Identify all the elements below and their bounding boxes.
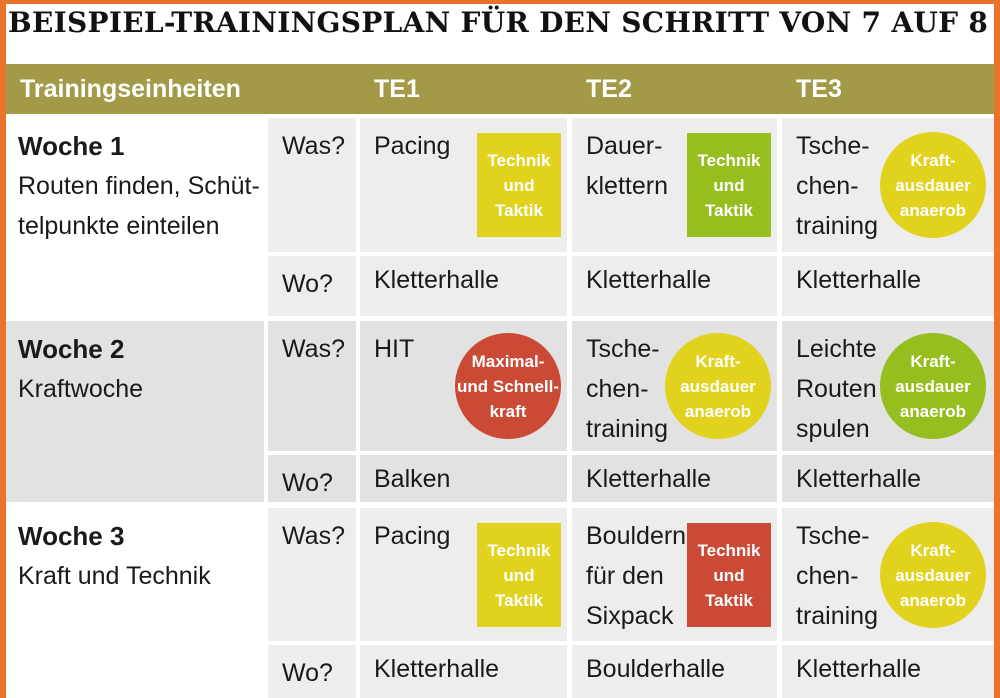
location-cell: Kletterhalle bbox=[572, 256, 777, 316]
location-cell: Kletterhalle bbox=[360, 256, 567, 316]
category-badge-square: Technik und Taktik bbox=[687, 133, 771, 237]
activity-cell: Dauer- klettern Technik und Taktik bbox=[572, 118, 777, 252]
was-label-cell: Was? bbox=[268, 118, 356, 252]
category-badge-square: Technik und Taktik bbox=[477, 133, 561, 237]
activity-cell: Leichte Routen spulen Kraft- ausdauer ana… bbox=[782, 321, 994, 451]
location-text: Kletterhalle bbox=[374, 266, 500, 294]
category-badge-square: Technik und Taktik bbox=[687, 523, 771, 627]
activity-cell: Bouldern für den Sixpack Technik und Takt… bbox=[572, 508, 777, 641]
activity-text: Tsche- chen- training bbox=[796, 522, 878, 630]
wo-label: Wo? bbox=[282, 270, 333, 298]
location-text: Balken bbox=[374, 465, 451, 493]
week-label: Woche 1 bbox=[18, 131, 125, 161]
week-label: Woche 2 bbox=[18, 334, 125, 364]
location-text: Kletterhalle bbox=[796, 266, 922, 294]
location-text: Kletterhalle bbox=[796, 655, 922, 683]
header-te3: TE3 bbox=[796, 75, 842, 103]
header-trainingseinheiten: Trainingseinheiten bbox=[20, 75, 241, 103]
location-cell: Kletterhalle bbox=[782, 455, 994, 502]
wo-label-cell: Wo? bbox=[268, 256, 356, 316]
week-cell: Woche 2 Kraftwoche bbox=[6, 321, 264, 502]
location-text: Kletterhalle bbox=[796, 465, 922, 493]
activity-cell: Tsche- chen- training Kraft- ausdauer ana… bbox=[572, 321, 777, 451]
location-text: Boulderhalle bbox=[586, 655, 725, 683]
activity-cell: Tsche- chen- training Kraft- ausdauer ana… bbox=[782, 118, 994, 252]
location-text: Kletterhalle bbox=[586, 266, 712, 294]
category-badge-circle: Kraft- ausdauer anaerob bbox=[880, 132, 986, 238]
location-cell: Kletterhalle bbox=[782, 256, 994, 316]
activity-cell: Tsche- chen- training Kraft- ausdauer ana… bbox=[782, 508, 994, 641]
category-badge-circle: Kraft- ausdauer anaerob bbox=[880, 522, 986, 628]
activity-text: Tsche- chen- training bbox=[796, 132, 878, 240]
header-te2: TE2 bbox=[586, 75, 632, 103]
header-te1: TE1 bbox=[374, 75, 420, 103]
location-cell: Balken bbox=[360, 455, 567, 502]
was-label: Was? bbox=[282, 132, 345, 160]
activity-text: Pacing bbox=[374, 132, 451, 160]
location-text: Kletterhalle bbox=[374, 655, 500, 683]
wo-label: Wo? bbox=[282, 469, 333, 497]
location-cell: Boulderhalle bbox=[572, 645, 777, 698]
activity-text: Dauer- klettern bbox=[586, 132, 668, 200]
was-label-cell: Was? bbox=[268, 321, 356, 451]
wo-label-cell: Wo? bbox=[268, 455, 356, 502]
wo-label-cell: Wo? bbox=[268, 645, 356, 698]
location-cell: Kletterhalle bbox=[572, 455, 777, 502]
week-description: Routen finden, Schüt- telpunkte einteile… bbox=[18, 172, 260, 240]
table-header: Trainingseinheiten TE1 TE2 TE3 bbox=[6, 64, 994, 114]
activity-cell: Pacing Technik und Taktik bbox=[360, 118, 567, 252]
wo-label: Wo? bbox=[282, 659, 333, 687]
activity-cell: Pacing Technik und Taktik bbox=[360, 508, 567, 641]
activity-text: Leichte Routen spulen bbox=[796, 335, 877, 443]
category-badge-circle: Maximal- und Schnell- kraft bbox=[455, 333, 561, 439]
was-label-cell: Was? bbox=[268, 508, 356, 641]
location-cell: Kletterhalle bbox=[782, 645, 994, 698]
week-description: Kraft und Technik bbox=[18, 562, 211, 590]
page-title: BEISPIEL-TRAININGSPLAN FÜR DEN SCHRITT V… bbox=[8, 6, 989, 39]
was-label: Was? bbox=[282, 522, 345, 550]
week-description: Kraftwoche bbox=[18, 375, 144, 403]
activity-text: Bouldern für den Sixpack bbox=[586, 522, 687, 630]
activity-text: Tsche- chen- training bbox=[586, 335, 668, 443]
category-badge-square: Technik und Taktik bbox=[477, 523, 561, 627]
location-cell: Kletterhalle bbox=[360, 645, 567, 698]
activity-text: Pacing bbox=[374, 522, 451, 550]
activity-text: HIT bbox=[374, 335, 415, 363]
category-badge-circle: Kraft- ausdauer anaerob bbox=[665, 333, 771, 439]
location-text: Kletterhalle bbox=[586, 465, 712, 493]
was-label: Was? bbox=[282, 335, 345, 363]
week-label: Woche 3 bbox=[18, 521, 125, 551]
category-badge-circle: Kraft- ausdauer anaerob bbox=[880, 333, 986, 439]
week-cell: Woche 1 Routen finden, Schüt- telpunkte e… bbox=[6, 118, 264, 316]
activity-cell: HIT Maximal- und Schnell- kraft bbox=[360, 321, 567, 451]
week-cell: Woche 3 Kraft und Technik bbox=[6, 508, 264, 698]
